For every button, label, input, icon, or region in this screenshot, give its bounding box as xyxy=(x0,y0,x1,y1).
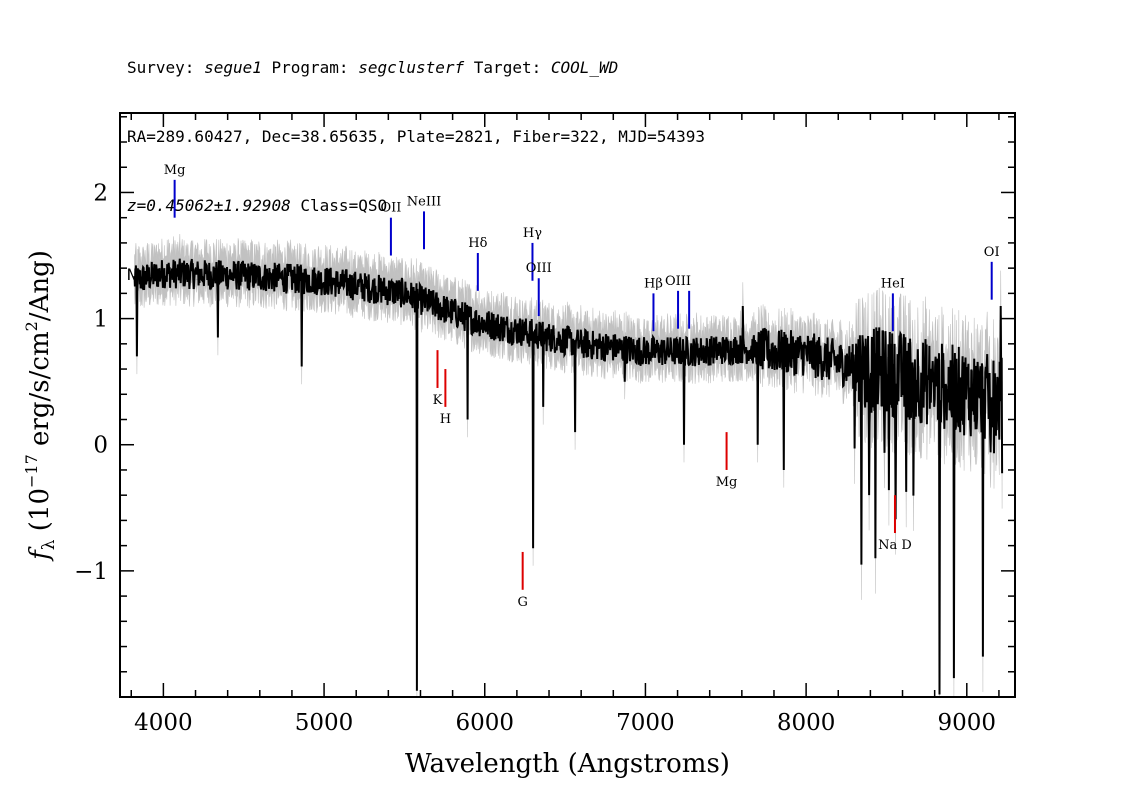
emission-line-label: Hδ xyxy=(468,236,487,251)
emission-line-label: OIII xyxy=(665,274,691,289)
header-line-redshift: z=0.45062±1.92908 Class=QSO xyxy=(127,194,705,217)
y-tick-label: 1 xyxy=(93,307,108,333)
emission-line-label: Hβ xyxy=(644,276,663,291)
x-tick-label: 4000 xyxy=(134,710,193,736)
emission-line-label: OI xyxy=(984,245,1000,260)
emission-line-label: HeI xyxy=(881,276,905,291)
absorption-line-label: H xyxy=(440,412,451,427)
x-tick-label: 8000 xyxy=(777,710,836,736)
emission-line-label: OIII xyxy=(526,261,552,276)
survey-key: Survey: xyxy=(127,58,205,77)
x-axis-title: Wavelength (Angstroms) xyxy=(405,749,730,779)
emission-line-label: Hγ xyxy=(523,226,542,241)
absorption-line-label: Mg xyxy=(716,475,738,490)
absorption-line-label: K xyxy=(433,393,443,408)
error-envelope xyxy=(134,233,1003,697)
header-line-survey: Survey: segue1 Program: segclusterf Targ… xyxy=(127,56,705,79)
y-tick-label: 0 xyxy=(93,433,108,459)
series-layer xyxy=(133,233,1004,697)
program-key: Program: xyxy=(261,58,359,77)
absorption-line-label: G xyxy=(517,595,527,610)
x-tick-label: 5000 xyxy=(295,710,354,736)
x-tick-label: 6000 xyxy=(455,710,514,736)
emission-line-label: OII xyxy=(380,201,401,216)
emission-line-label: Mg xyxy=(164,163,186,178)
target-value: COOL_WD xyxy=(550,58,619,77)
flux-series-line xyxy=(133,258,1004,695)
program-value: segclusterf xyxy=(358,58,465,77)
survey-value: segue1 xyxy=(204,58,262,77)
class-value: Class=QSO xyxy=(290,196,388,215)
ticks-layer: 4000 5000 6000 7000 8000 9000 −1 0 1 2 xyxy=(74,113,1015,736)
y-axis-title: fλ (10−17 erg/s/cm2/Ang) xyxy=(22,250,59,562)
redshift-value: z=0.45062±1.92908 xyxy=(127,196,291,215)
x-tick-label: 7000 xyxy=(616,710,675,736)
y-tick-label: −1 xyxy=(74,559,108,585)
x-tick-label: 9000 xyxy=(938,710,997,736)
target-key: Target: xyxy=(464,58,551,77)
plot-frame xyxy=(119,112,1016,698)
absorption-line-label: Na D xyxy=(878,538,912,553)
y-tick-label: 2 xyxy=(93,180,108,206)
emission-line-label: NeIII xyxy=(407,194,441,209)
header-line-coords: RA=289.60427, Dec=38.65635, Plate=2821, … xyxy=(127,127,705,146)
